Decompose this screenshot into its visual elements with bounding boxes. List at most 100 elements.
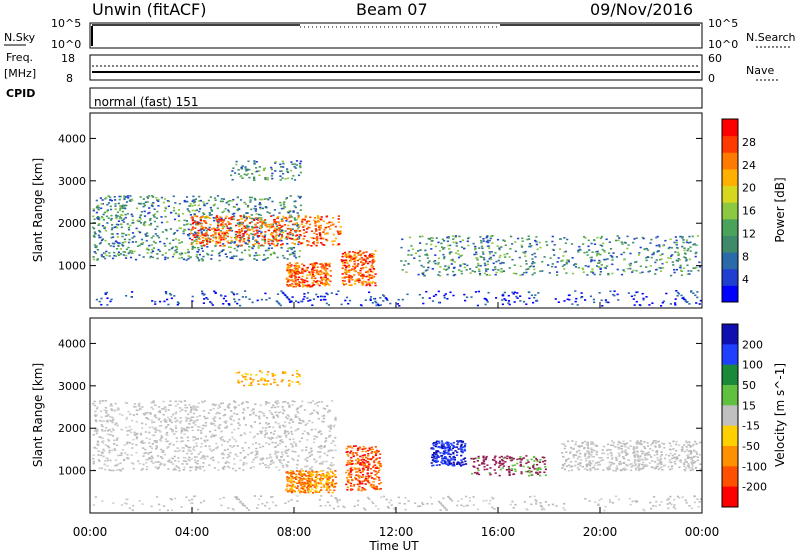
scatter-cell: [177, 213, 180, 216]
scatter-cell: [306, 477, 309, 480]
scatter-cell: [271, 462, 275, 464]
scatter-cell: [444, 462, 447, 464]
scatter-cell: [222, 457, 225, 459]
scatter-cell: [113, 409, 116, 411]
scatter-cell: [279, 175, 282, 177]
scatter-cell: [371, 281, 375, 283]
scatter-cell: [180, 256, 183, 259]
scatter-cell: [382, 294, 385, 296]
scatter-cell: [675, 241, 678, 244]
scatter-cell: [230, 174, 233, 177]
scatter-cell: [191, 238, 194, 241]
scatter-cell: [291, 445, 294, 448]
scatter-cell: [535, 243, 538, 246]
scatter-cell: [321, 295, 324, 298]
scatter-cell: [185, 416, 188, 419]
scatter-cell: [309, 299, 312, 301]
scatter-cell: [445, 463, 448, 465]
scatter-cell: [592, 298, 595, 301]
scatter-cell: [250, 196, 254, 199]
scatter-cell: [284, 421, 287, 423]
scatter-cell: [650, 256, 653, 259]
scatter-cell: [506, 455, 509, 457]
scatter-cell: [165, 229, 168, 232]
scatter-cell: [286, 267, 289, 270]
scatter-cell: [305, 231, 308, 233]
scatter-cell: [626, 267, 629, 270]
scatter-cell: [310, 230, 314, 232]
scatter-cell: [263, 236, 266, 239]
scatter-cell: [228, 303, 231, 305]
scatter-cell: [288, 422, 291, 424]
scatter-cell: [239, 175, 242, 178]
scatter-cell: [345, 483, 348, 486]
nsky-frame: [89, 22, 703, 49]
scatter-cell: [460, 440, 463, 442]
scatter-cell: [202, 226, 205, 229]
scatter-cell: [270, 223, 273, 225]
scatter-cell: [332, 440, 335, 442]
scatter-cell: [369, 484, 372, 487]
scatter-cell: [371, 448, 374, 451]
scatter-cell: [288, 220, 291, 223]
scatter-cell: [299, 470, 302, 472]
scatter-cell: [253, 160, 256, 162]
scatter-cell: [347, 480, 350, 483]
scatter-cell: [219, 220, 223, 223]
scatter-cell: [228, 304, 231, 306]
scatter-cell: [324, 274, 327, 277]
scatter-cell: [539, 270, 542, 273]
scatter-cell: [100, 207, 103, 210]
scatter-cell: [151, 300, 154, 302]
scatter-cell: [258, 254, 261, 256]
scatter-cell: [566, 259, 569, 261]
scatter-cell: [419, 235, 422, 238]
scatter-cell: [373, 298, 376, 300]
scatter-cell: [311, 265, 315, 267]
scatter-cell: [526, 459, 529, 461]
scatter-cell: [361, 487, 364, 489]
scatter-cell: [496, 238, 500, 241]
scatter-cell: [264, 177, 267, 179]
scatter-cell: [200, 222, 204, 225]
scatter-cell: [302, 238, 305, 240]
scatter-cell: [485, 274, 488, 276]
scatter-cell: [442, 445, 445, 447]
scatter-cell: [123, 198, 126, 201]
scatter-cell: [686, 273, 689, 275]
scatter-cell: [530, 470, 533, 473]
scatter-cell: [370, 274, 374, 277]
scatter-cell: [301, 479, 304, 482]
scatter-cell: [349, 485, 353, 487]
scatter-cell: [119, 214, 122, 216]
scatter-cell: [341, 253, 344, 255]
scatter-cell: [223, 234, 226, 237]
scatter-cell: [348, 266, 351, 268]
scatter-cell: [260, 298, 263, 301]
y-tick-label: 2000: [58, 217, 86, 230]
scatter-cell: [679, 266, 682, 269]
scatter-cell: [422, 273, 425, 275]
scatter-cell: [497, 259, 500, 262]
scatter-cell: [458, 269, 461, 271]
scatter-cell: [120, 223, 123, 225]
scatter-cell: [154, 426, 157, 429]
colorbar-segment: [722, 152, 738, 170]
scatter-cell: [175, 440, 179, 443]
scatter-cell: [328, 221, 331, 224]
scatter-cell: [104, 415, 107, 417]
scatter-cell: [448, 445, 451, 448]
scatter-cell: [586, 450, 589, 452]
scatter-cell: [353, 257, 356, 259]
scatter-cell: [239, 259, 242, 261]
scatter-cell: [127, 457, 130, 460]
scatter-cell: [533, 268, 536, 271]
scatter-cell: [200, 432, 203, 434]
scatter-cell: [212, 407, 215, 410]
scatter-cell: [306, 439, 309, 441]
scatter-cell: [366, 477, 369, 480]
scatter-cell: [239, 236, 242, 239]
scatter-cell: [364, 477, 367, 480]
scatter-cell: [181, 252, 184, 255]
scatter-cell: [226, 456, 229, 459]
